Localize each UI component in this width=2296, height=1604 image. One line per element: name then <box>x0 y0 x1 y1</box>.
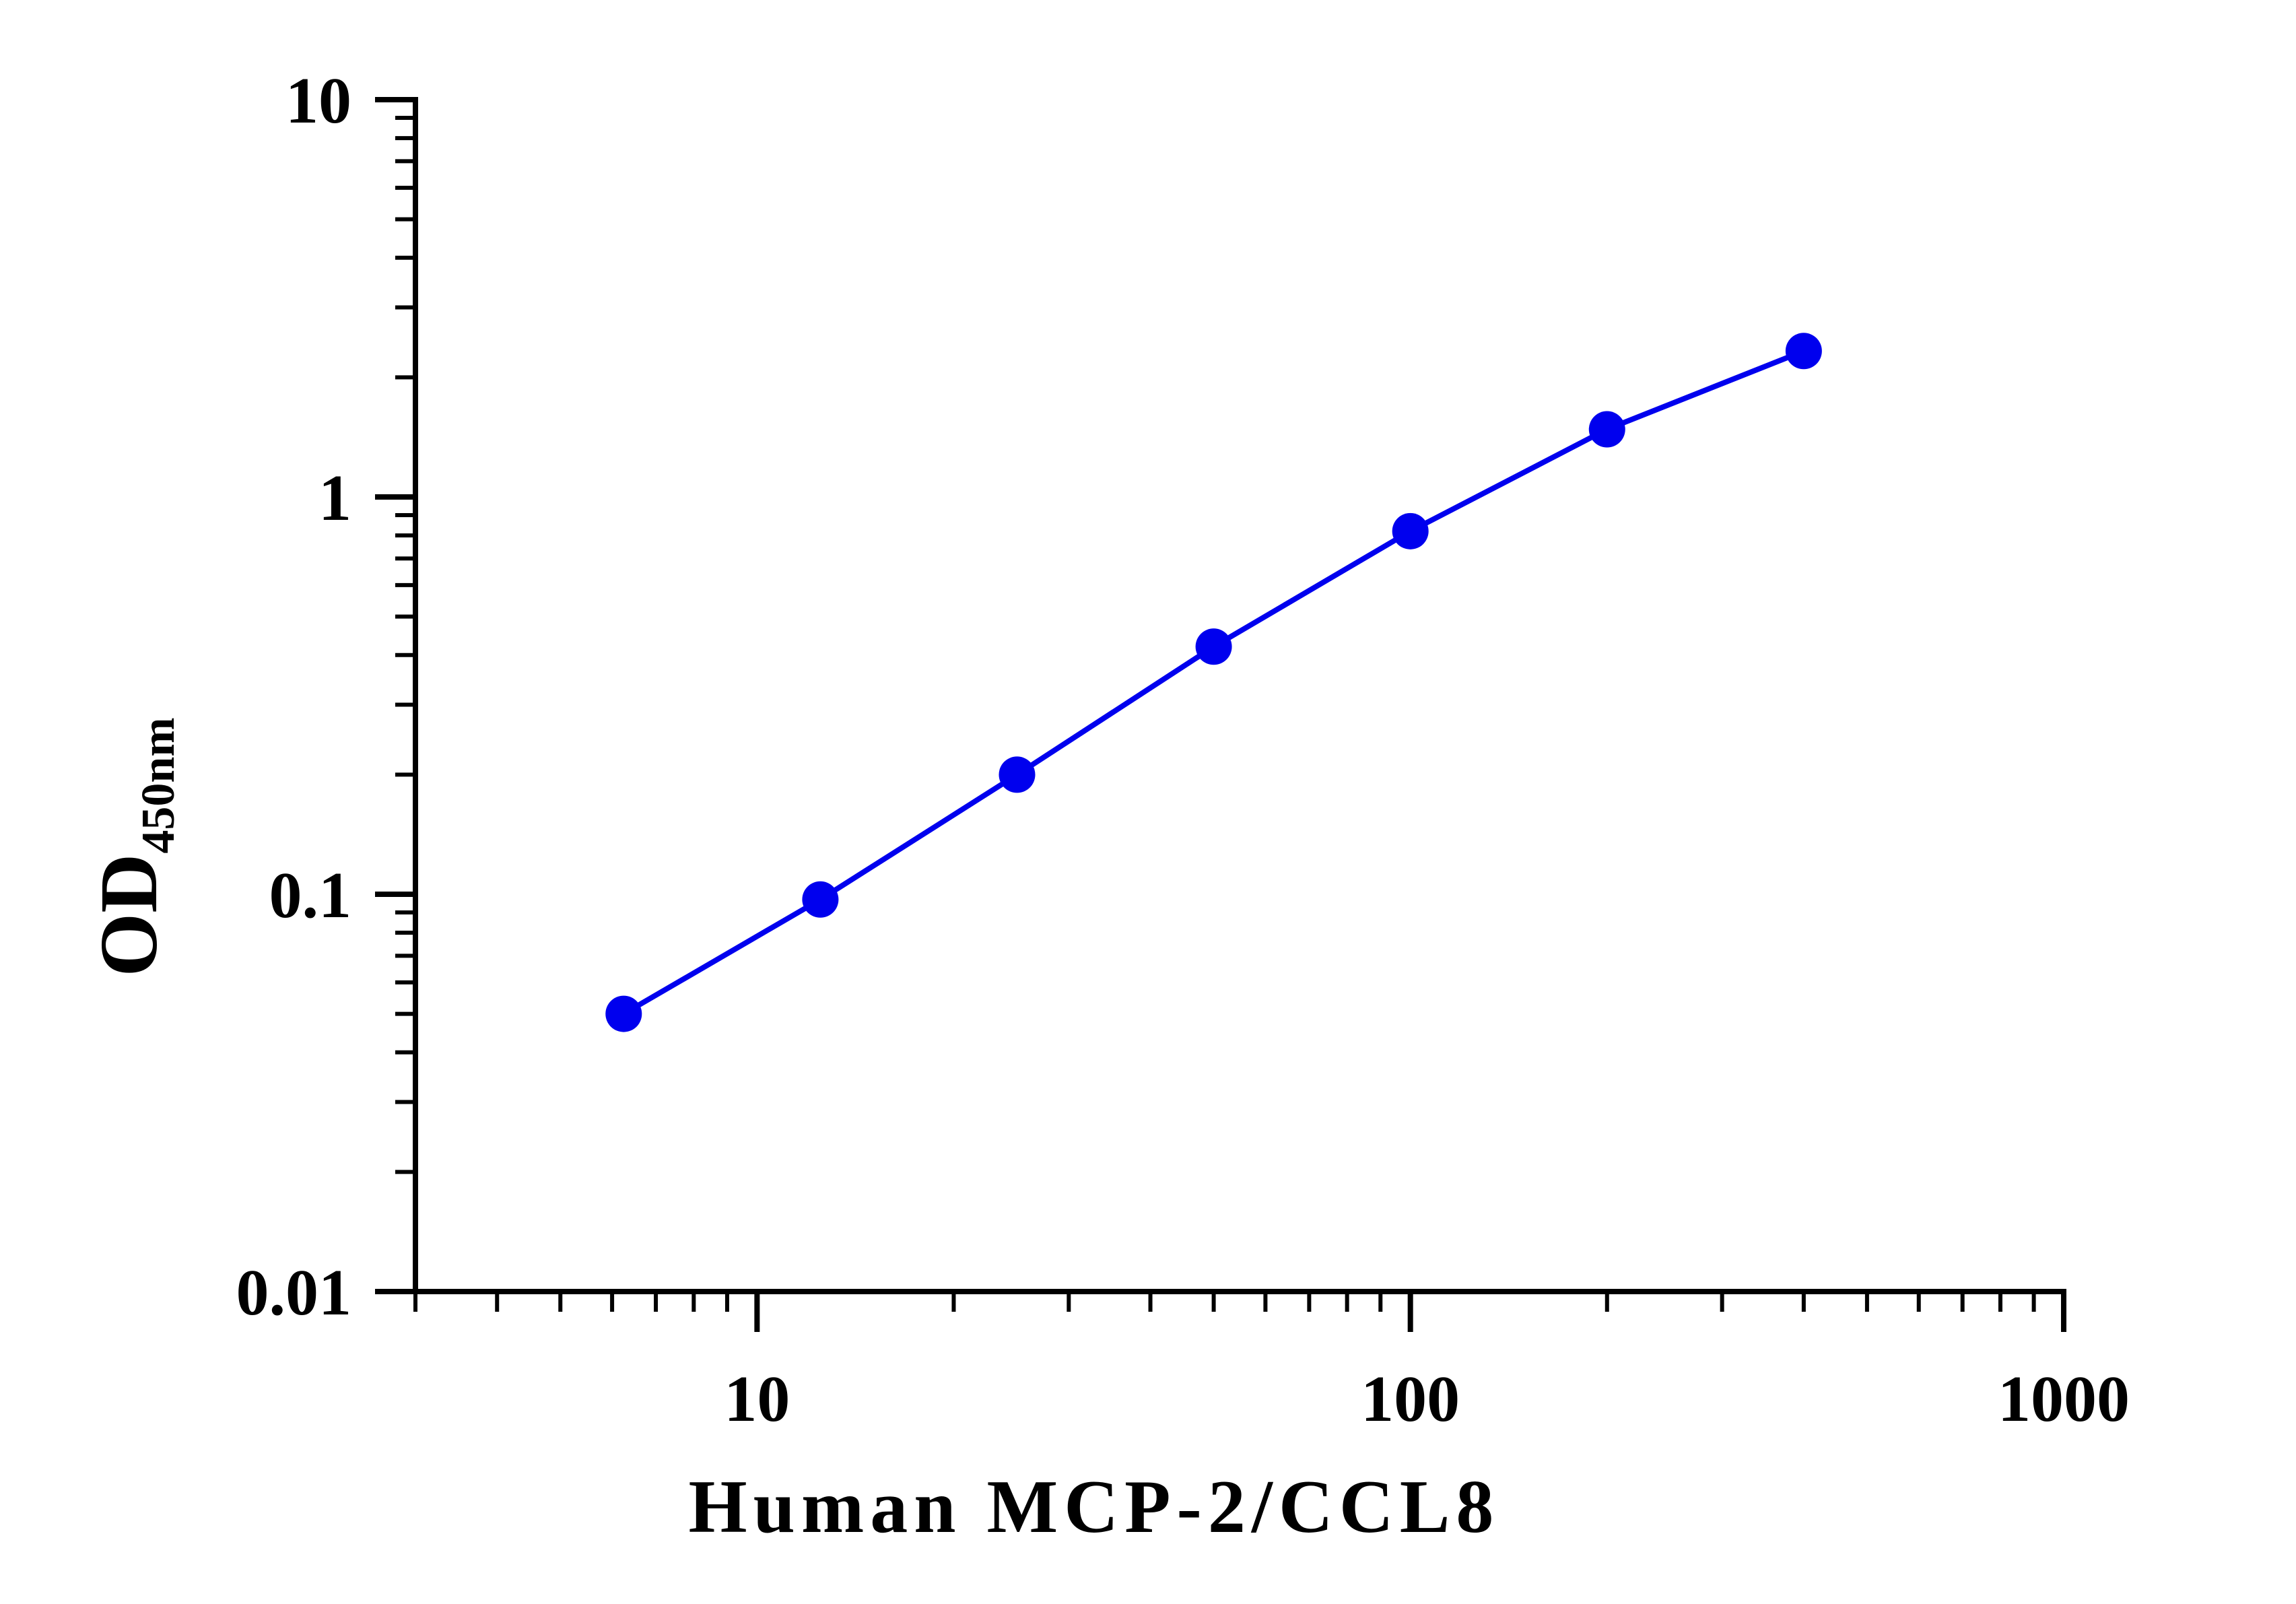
y-tick-label: 10 <box>285 65 351 137</box>
x-axis-title: Human MCP-2/CCL8 <box>689 1465 1500 1549</box>
data-point <box>802 881 839 918</box>
y-axis-title-main: OD <box>83 854 174 977</box>
data-point <box>1392 512 1429 549</box>
plot-area <box>605 333 1822 1032</box>
data-point <box>605 995 642 1032</box>
y-tick-label: 0.1 <box>269 859 352 932</box>
data-point <box>1588 411 1625 448</box>
x-axis-ticks: 10 100 1000 <box>413 1292 2130 1436</box>
data-point <box>999 756 1036 793</box>
y-axis-ticks: 0.01 0.1 1 10 <box>236 65 415 1329</box>
y-tick-label: 1 <box>318 462 351 535</box>
y-tick-label: 0.01 <box>236 1257 352 1329</box>
series-line <box>622 348 1805 1017</box>
data-point <box>1785 333 1822 370</box>
data-point <box>1195 628 1232 665</box>
y-axis-title-subscript: 450nm <box>133 717 184 853</box>
axes: 0.01 0.1 1 10 10 100 1000 <box>236 65 2130 1436</box>
x-tick-label: 100 <box>1361 1363 1460 1436</box>
x-tick-label: 1000 <box>1998 1363 2130 1436</box>
y-axis-title: OD450nm <box>83 717 184 976</box>
x-tick-label: 10 <box>724 1363 790 1436</box>
